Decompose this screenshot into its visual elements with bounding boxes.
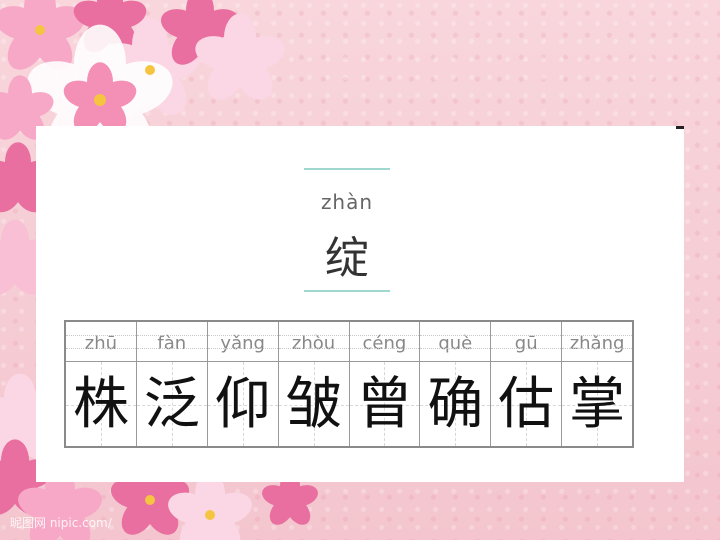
cell-pinyin: zhǎng — [562, 322, 632, 362]
accent-line-top — [304, 168, 390, 170]
guide-line — [597, 362, 599, 446]
guide-line — [313, 362, 315, 446]
cell-pinyin: què — [420, 322, 491, 362]
cell-hanzi: 确 — [427, 372, 484, 437]
cell-hanzi: 泛 — [143, 372, 200, 437]
cell-hanzi: 皱 — [285, 372, 342, 437]
character-cell: zhǎng 掌 — [562, 322, 632, 446]
cell-hanzi: 仰 — [214, 372, 271, 437]
guide-line — [384, 362, 386, 446]
cell-hanzi: 掌 — [569, 372, 626, 437]
featured-character: zhàn 绽 — [304, 168, 390, 294]
cell-pinyin: zhū — [66, 322, 136, 362]
cell-pinyin: fàn — [136, 322, 207, 362]
accent-line-bottom — [304, 290, 390, 292]
cell-pinyin: zhòu — [278, 322, 349, 362]
cell-hanzi: 株 — [72, 372, 129, 437]
guide-line — [455, 362, 457, 446]
character-cell: què 确 — [420, 322, 492, 446]
cell-pinyin: céng — [349, 322, 420, 362]
cell-pinyin: yǎng — [207, 322, 278, 362]
character-cell: fàn 泛 — [136, 322, 208, 446]
cell-pinyin: gū — [491, 322, 562, 362]
guide-line — [526, 362, 528, 446]
cell-hanzi: 曾 — [356, 372, 413, 437]
guide-line — [100, 362, 102, 446]
character-cell: céng 曾 — [349, 322, 421, 446]
watermark: 昵图网 nipic.com/ — [10, 516, 112, 530]
guide-line — [242, 362, 244, 446]
character-cell: zhòu 皱 — [278, 322, 350, 446]
character-cell: gū 估 — [491, 322, 563, 446]
featured-pinyin: zhàn — [320, 190, 374, 214]
cell-hanzi: 估 — [498, 372, 555, 437]
character-cell: zhū 株 — [66, 322, 137, 446]
guide-line — [171, 362, 173, 446]
featured-hanzi: 绽 — [325, 233, 369, 284]
corner-mark — [676, 126, 684, 129]
character-cell: yǎng 仰 — [207, 322, 279, 446]
character-grid: zhū 株 fàn 泛 yǎng 仰 zhòu 皱 céng 曾 què 确 g… — [64, 320, 634, 448]
